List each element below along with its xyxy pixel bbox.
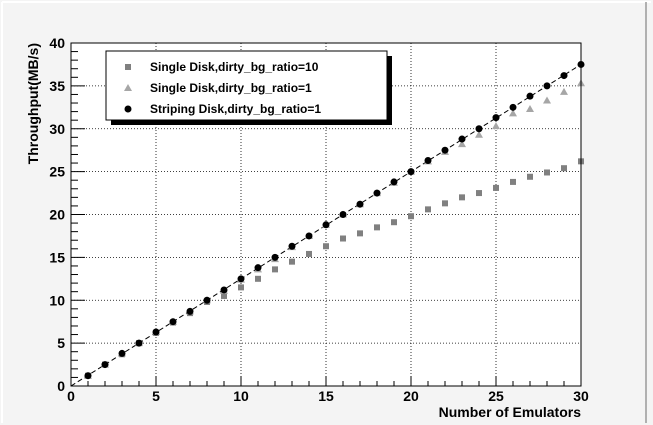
point-series-3 — [169, 318, 177, 326]
legend-label-1: Single Disk,dirty_bg_ratio=10 — [150, 60, 319, 74]
point-series-1 — [408, 213, 414, 220]
legend-marker-2 — [124, 84, 132, 91]
legend-box — [105, 50, 388, 121]
point-series-3 — [390, 178, 398, 186]
point-series-1 — [493, 184, 499, 191]
x-axis-title: Number of Emulators — [439, 404, 582, 420]
point-series-2 — [543, 96, 551, 104]
point-series-3 — [373, 189, 381, 197]
point-series-1 — [442, 200, 448, 207]
point-series-3 — [254, 264, 262, 272]
grid — [71, 43, 581, 386]
point-series-1 — [221, 292, 227, 299]
y-axis-title: Throughput(MB/s) — [25, 43, 41, 164]
point-series-3 — [339, 211, 347, 218]
point-series-3 — [356, 200, 364, 208]
point-series-3 — [560, 72, 568, 80]
point-series-3 — [424, 156, 432, 164]
point-series-3 — [458, 135, 466, 143]
point-series-1 — [391, 219, 397, 226]
y-tick-label: 10 — [49, 292, 65, 308]
point-series-1 — [561, 165, 567, 172]
x-tick-label: 20 — [403, 388, 419, 404]
point-series-2 — [526, 105, 534, 113]
legend-label-3: Striping Disk,dirty_bg_ratio=1 — [150, 102, 321, 116]
point-series-1 — [374, 224, 380, 231]
point-series-3 — [543, 82, 551, 90]
y-tick-label: 0 — [57, 378, 65, 394]
point-series-1 — [272, 266, 278, 273]
legend-label-2: Single Disk,dirty_bg_ratio=1 — [150, 81, 312, 95]
x-tick-label: 25 — [488, 388, 504, 404]
point-series-1 — [357, 230, 363, 237]
axis-ticks — [70, 42, 582, 387]
x-tick-label: 5 — [152, 388, 160, 404]
point-series-3 — [407, 168, 415, 176]
point-series-2 — [475, 130, 483, 138]
point-series-3 — [441, 146, 449, 154]
point-series-3 — [475, 125, 483, 133]
legend-marker-3 — [124, 105, 132, 113]
point-series-1 — [255, 275, 261, 282]
point-series-2 — [492, 122, 500, 130]
y-tick-label: 20 — [49, 207, 65, 223]
point-series-3 — [526, 92, 534, 100]
point-series-3 — [101, 361, 109, 369]
point-series-1 — [289, 258, 295, 265]
point-series-1 — [425, 206, 431, 213]
point-series-3 — [220, 286, 228, 294]
y-tick-label: 15 — [49, 249, 65, 265]
y-tick-label: 40 — [49, 35, 65, 51]
point-series-3 — [492, 114, 500, 122]
legend-marker-1 — [125, 64, 131, 70]
point-series-1 — [238, 284, 244, 291]
point-series-1 — [323, 243, 329, 250]
y-tick-label: 5 — [57, 335, 65, 351]
legend: Single Disk,dirty_bg_ratio=10 Single Disk… — [105, 50, 392, 125]
x-tick-label: 0 — [67, 388, 75, 404]
point-series-3 — [152, 328, 160, 336]
point-series-3 — [509, 103, 517, 111]
x-tick-label: 10 — [233, 388, 249, 404]
point-series-3 — [288, 242, 296, 250]
point-series-3 — [203, 296, 211, 304]
x-tick-label: 30 — [573, 388, 589, 404]
point-series-3 — [305, 232, 313, 240]
point-series-1 — [340, 235, 346, 242]
point-series-2 — [458, 140, 466, 148]
point-series-1 — [510, 178, 516, 185]
point-series-1 — [306, 250, 312, 257]
point-series-1 — [527, 173, 533, 180]
tick-labels: 0 5 10 15 20 25 30 0 5 10 15 20 25 30 35 40 — [49, 35, 589, 404]
point-series-1 — [459, 194, 465, 201]
point-series-3 — [84, 372, 92, 380]
point-series-3 — [186, 307, 194, 315]
y-tick-label: 25 — [49, 164, 65, 180]
point-series-3 — [135, 339, 143, 347]
point-series-3 — [237, 275, 245, 283]
x-tick-label: 15 — [318, 388, 334, 404]
point-series-3 — [118, 349, 126, 357]
point-series-3 — [271, 253, 279, 261]
point-series-3 — [322, 221, 330, 229]
y-tick-label: 35 — [49, 78, 65, 94]
point-series-2 — [509, 109, 517, 117]
point-series-2 — [560, 87, 568, 95]
data-points — [84, 60, 585, 380]
point-series-1 — [544, 169, 550, 176]
point-series-1 — [476, 190, 482, 197]
y-tick-label: 30 — [49, 121, 65, 137]
